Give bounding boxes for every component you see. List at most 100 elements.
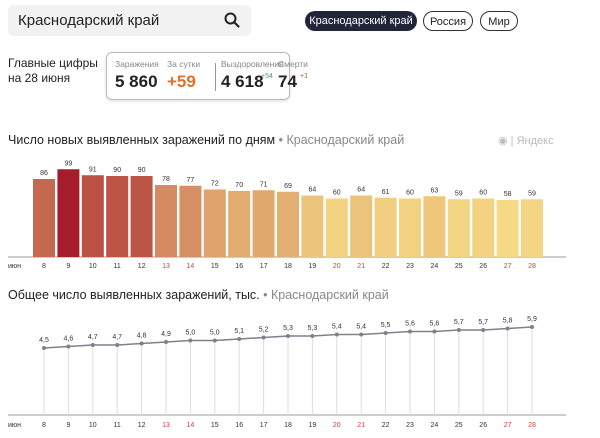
point-value-label: 5,3 xyxy=(283,325,293,332)
point-value-label: 5,6 xyxy=(405,321,415,328)
x-tick-label: 25 xyxy=(455,422,463,429)
bar xyxy=(228,191,251,257)
point-value-label: 4,8 xyxy=(137,333,147,340)
recovered-value: 4 618 xyxy=(221,72,264,91)
x-tick-label: 28 xyxy=(528,263,536,270)
bar xyxy=(81,175,104,257)
x-tick-label: 24 xyxy=(431,422,439,429)
daily-value: +59 xyxy=(167,72,196,91)
deaths-delta: +1 xyxy=(300,73,308,80)
point-value-label: 5,4 xyxy=(332,324,342,331)
bar-value-label: 64 xyxy=(357,187,365,194)
data-point xyxy=(286,334,290,338)
bar-value-label: 90 xyxy=(138,167,146,174)
bar-value-label: 59 xyxy=(455,190,463,197)
tab-world[interactable]: Мир xyxy=(480,11,518,31)
bar-value-label: 91 xyxy=(89,166,97,173)
bar-value-label: 64 xyxy=(309,187,317,194)
yandex-watermark: ◉ | Яндекс xyxy=(498,135,554,147)
bar-value-label: 60 xyxy=(406,190,414,197)
stats-label: Главные цифры на 28 июня xyxy=(8,56,98,86)
x-tick-label: 16 xyxy=(235,422,243,429)
data-point xyxy=(188,338,193,343)
bar-value-label: 60 xyxy=(333,190,341,197)
point-value-label: 5,1 xyxy=(234,328,244,335)
data-point xyxy=(530,325,534,329)
x-tick-label: 12 xyxy=(138,263,146,270)
bar-value-label: 77 xyxy=(187,177,195,184)
bar xyxy=(203,189,226,257)
bar-value-label: 70 xyxy=(235,182,243,189)
stats-title: Главные цифры xyxy=(8,56,98,70)
bar xyxy=(301,195,324,257)
bar xyxy=(350,195,373,257)
bar xyxy=(472,198,495,257)
data-point xyxy=(310,334,315,338)
point-value-label: 5,3 xyxy=(308,325,318,332)
data-point xyxy=(359,332,364,337)
bar xyxy=(521,199,543,257)
data-point xyxy=(90,343,95,347)
x-tick-label: 15 xyxy=(211,422,219,429)
x-tick-label: 21 xyxy=(357,422,365,429)
x-tick-label: 9 xyxy=(66,263,70,270)
line-chart-title-text: Общее число выявленных заражений, тыс. xyxy=(8,288,260,302)
x-tick-label: 10 xyxy=(89,263,97,270)
x-tick-label: 26 xyxy=(479,422,487,429)
point-value-label: 5,0 xyxy=(210,330,220,337)
bar xyxy=(130,176,153,257)
point-value-label: 4,5 xyxy=(39,337,49,344)
data-point xyxy=(237,337,242,341)
tab-russia[interactable]: Россия xyxy=(423,11,473,31)
bar xyxy=(155,185,177,257)
x-tick-label: 8 xyxy=(42,263,46,270)
search-value: Краснодарский край xyxy=(18,12,160,29)
x-tick-label: 27 xyxy=(504,422,512,429)
data-point xyxy=(164,340,168,344)
x-tick-label: 20 xyxy=(333,263,341,270)
line-chart-title: Общее число выявленных заражений, тыс. •… xyxy=(8,288,389,302)
data-point xyxy=(115,343,120,347)
tab-krasnodar[interactable]: Краснодарский край xyxy=(305,11,417,31)
deaths-value: 74 xyxy=(278,72,297,91)
x-tick-label: 16 xyxy=(235,263,243,270)
bar xyxy=(252,190,275,257)
bar-chart-title-text: Число новых выявленных заражений по дням xyxy=(8,133,276,147)
x-tick-label: 17 xyxy=(260,263,268,270)
point-value-label: 5,8 xyxy=(503,318,513,325)
x-tick-label: 11 xyxy=(114,263,121,270)
bar-value-label: 61 xyxy=(382,189,390,196)
search-input[interactable]: Краснодарский край xyxy=(8,5,251,36)
bar-value-label: 71 xyxy=(260,181,268,188)
infections-value: 5 860 xyxy=(115,72,158,91)
bar xyxy=(423,196,446,257)
bar-value-label: 86 xyxy=(40,170,48,177)
x-tick-label: 18 xyxy=(284,263,292,270)
month-label: июн xyxy=(8,422,21,429)
bar xyxy=(325,198,348,257)
x-tick-label: 14 xyxy=(187,263,195,270)
search-icon[interactable] xyxy=(223,11,241,29)
bar-value-label: 63 xyxy=(431,187,439,194)
data-point xyxy=(66,344,71,349)
x-tick-label: 23 xyxy=(406,263,414,270)
recovered-label: Выздоровления xyxy=(221,59,284,69)
data-point xyxy=(432,329,437,334)
x-tick-label: 15 xyxy=(211,263,219,270)
data-point xyxy=(139,341,144,346)
bar-chart-title: Число новых выявленных заражений по дням… xyxy=(8,133,405,147)
bar xyxy=(106,176,129,257)
data-point xyxy=(505,326,510,331)
x-tick-label: 19 xyxy=(309,263,317,270)
point-value-label: 5,7 xyxy=(478,319,488,326)
x-tick-label: 28 xyxy=(528,422,536,429)
bar xyxy=(179,185,202,257)
x-tick-label: 26 xyxy=(479,263,487,270)
month-label: июн xyxy=(8,263,21,270)
data-point xyxy=(481,328,486,332)
point-value-label: 4,9 xyxy=(161,331,171,338)
bar-value-label: 58 xyxy=(504,191,512,198)
point-value-label: 5,4 xyxy=(356,324,366,331)
bar-value-label: 99 xyxy=(65,160,73,167)
x-tick-label: 17 xyxy=(260,422,268,429)
